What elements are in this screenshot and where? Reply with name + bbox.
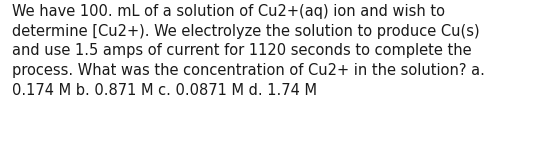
Text: We have 100. mL of a solution of Cu2+(aq) ion and wish to
determine [Cu2+). We e: We have 100. mL of a solution of Cu2+(aq… [12,4,485,98]
